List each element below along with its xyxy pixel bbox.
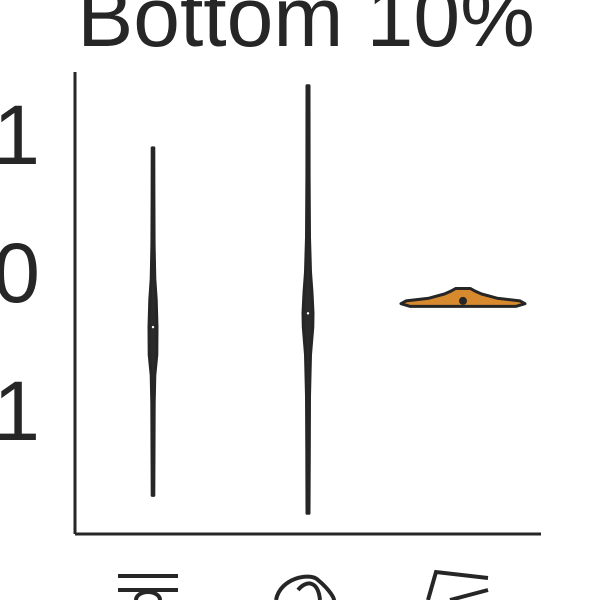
violin-median-2 bbox=[306, 312, 310, 315]
violin-body-2 bbox=[301, 84, 315, 515]
x-tick-label-3 bbox=[426, 569, 489, 600]
y-tick-labels: 1 0 1 bbox=[0, 88, 40, 458]
violin-body-1 bbox=[147, 146, 159, 497]
y-tick-label: 1 bbox=[0, 364, 40, 458]
violin-median-1 bbox=[151, 325, 155, 329]
chart-title: Bottom 10% bbox=[77, 0, 535, 64]
x-tick-labels bbox=[118, 569, 489, 600]
violins-group bbox=[147, 84, 527, 515]
y-tick-label: 0 bbox=[0, 226, 40, 320]
x-tick-label-2 bbox=[274, 574, 336, 600]
y-tick-label: 1 bbox=[0, 88, 40, 182]
violin-median-3 bbox=[459, 296, 467, 305]
x-tick-label-1 bbox=[118, 574, 178, 600]
